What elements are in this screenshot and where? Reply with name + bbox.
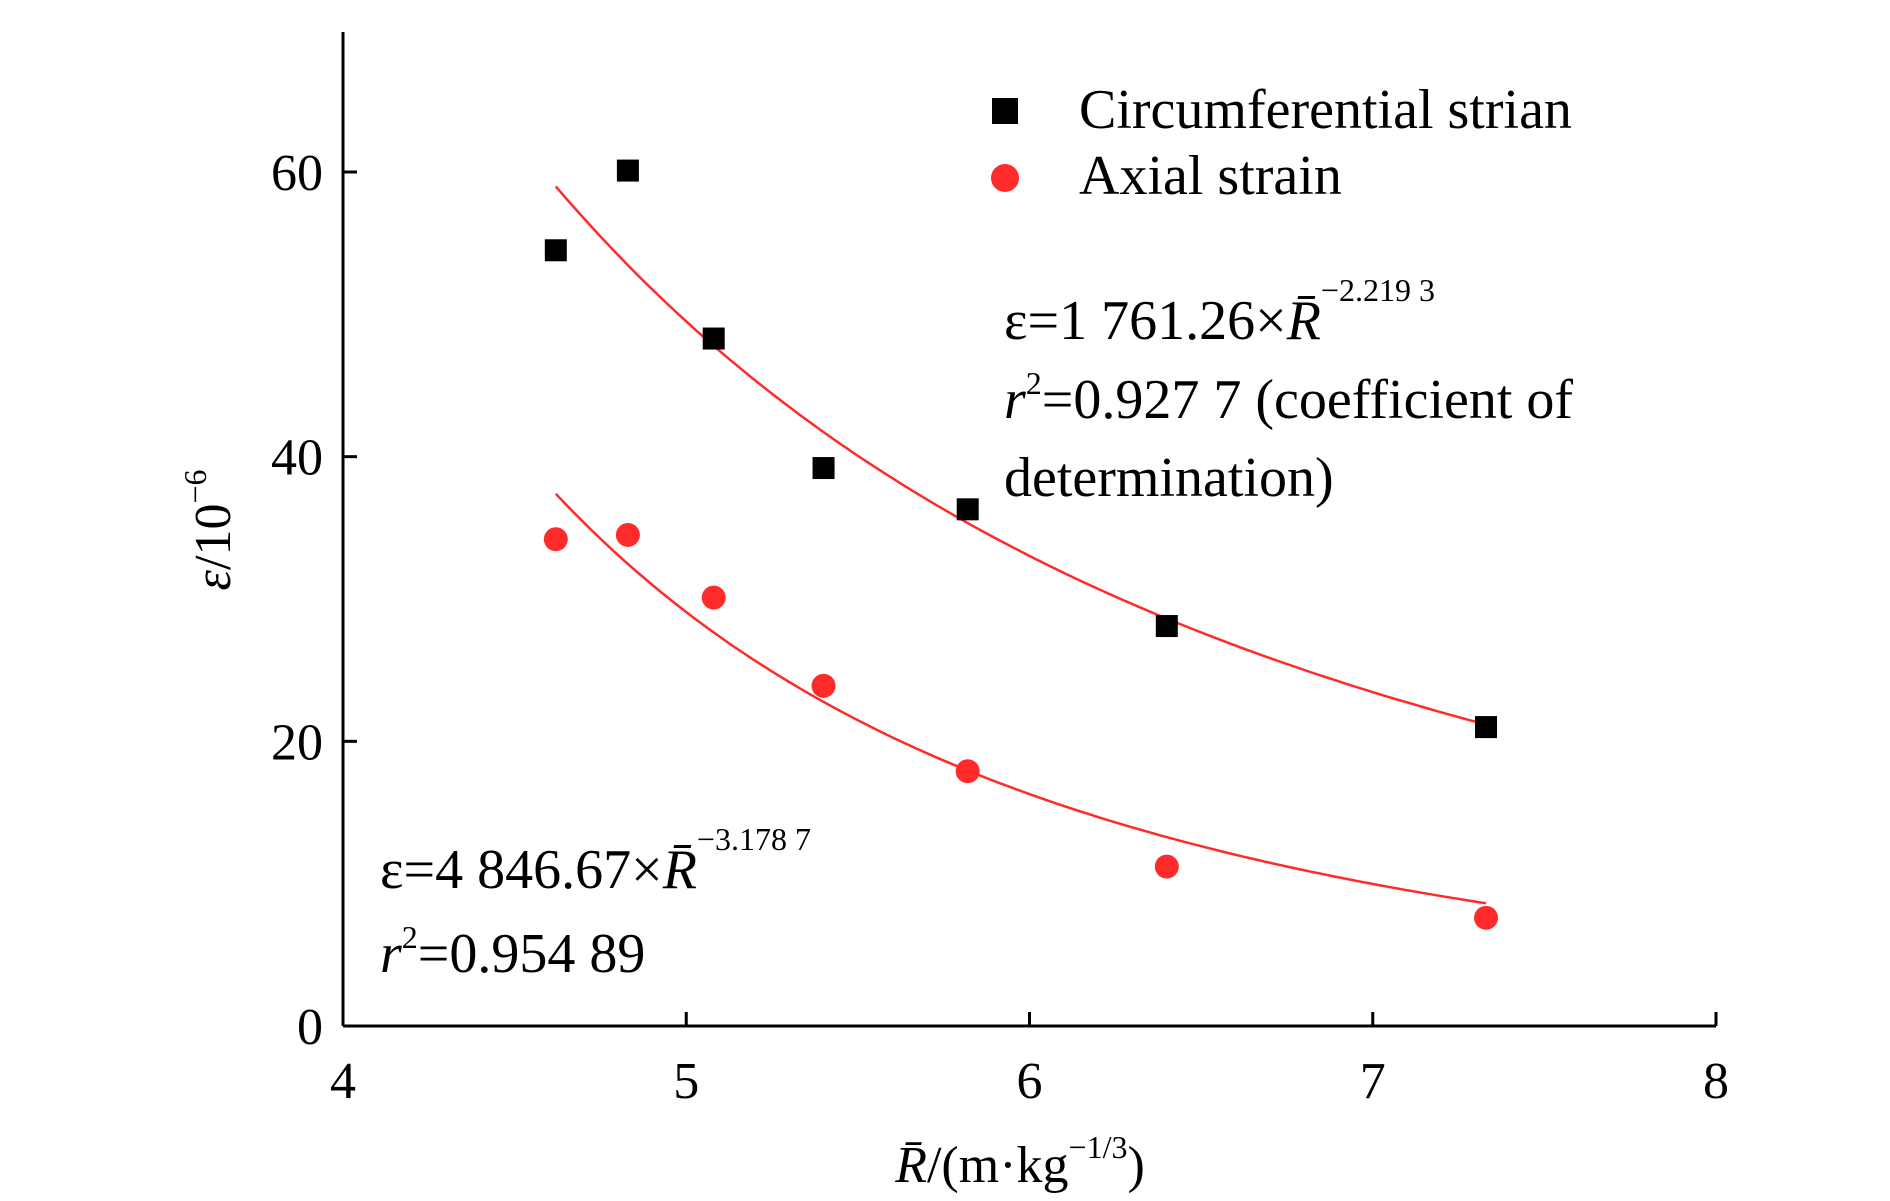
legend: Circumferential strian Axial strain [991, 79, 1572, 207]
x-axis-label: R̄/(m·kg−1/3) [894, 1129, 1145, 1194]
axial-data-point [1474, 905, 1499, 930]
circumferential-data-point [616, 159, 639, 182]
circumferential-data-point [1475, 716, 1498, 739]
axial-fit-curve [554, 492, 1487, 905]
legend-marker-square [992, 98, 1018, 124]
circumferential-data-point [544, 239, 567, 262]
circumferential-data-point [702, 327, 725, 350]
x-tick-label: 6 [1017, 1053, 1043, 1110]
axial-data-point [701, 585, 726, 610]
legend-label-axial: Axial strain [1079, 145, 1342, 207]
y-tick-label: 40 [271, 430, 323, 487]
annotation-axial: ε=4 846.67×R̄−3.178 7 r2=0.954 89 [380, 821, 811, 985]
circumferential-r2: r2=0.927 7 (coefficient of [1004, 365, 1573, 431]
circumferential-data-point [1155, 615, 1178, 638]
x-tick-label: 4 [330, 1053, 356, 1110]
circumferential-data-point [812, 457, 835, 480]
axial-data-point [615, 522, 640, 547]
circumferential-equation: ε=1 761.26×R̄−2.219 3 [1004, 272, 1435, 352]
circumferential-data-point [956, 498, 979, 521]
axial-data-point [1154, 854, 1179, 879]
axial-data-point [543, 527, 568, 552]
y-tick-label: 0 [297, 999, 323, 1056]
y-tick-label: 60 [271, 145, 323, 202]
legend-marker-circle [991, 164, 1019, 192]
x-tick-label: 8 [1703, 1053, 1729, 1110]
axial-data-point [811, 673, 836, 698]
legend-label-circumferential: Circumferential strian [1079, 79, 1572, 141]
x-tick-label: 5 [673, 1053, 699, 1110]
annotation-circumferential: ε=1 761.26×R̄−2.219 3 r2=0.927 7 (coeffi… [1004, 272, 1573, 509]
axial-equation: ε=4 846.67×R̄−3.178 7 [380, 821, 811, 901]
x-tick-label: 7 [1360, 1053, 1386, 1110]
axial-r2: r2=0.954 89 [380, 919, 645, 985]
axial-data-point [955, 759, 980, 784]
y-tick-label: 20 [271, 714, 323, 771]
plot-area: 4 5 6 7 8 0 20 40 60 [271, 145, 1729, 1110]
circumferential-r2-continuation: determination) [1004, 447, 1334, 509]
y-axis-label: ε/10−6 [177, 470, 242, 591]
